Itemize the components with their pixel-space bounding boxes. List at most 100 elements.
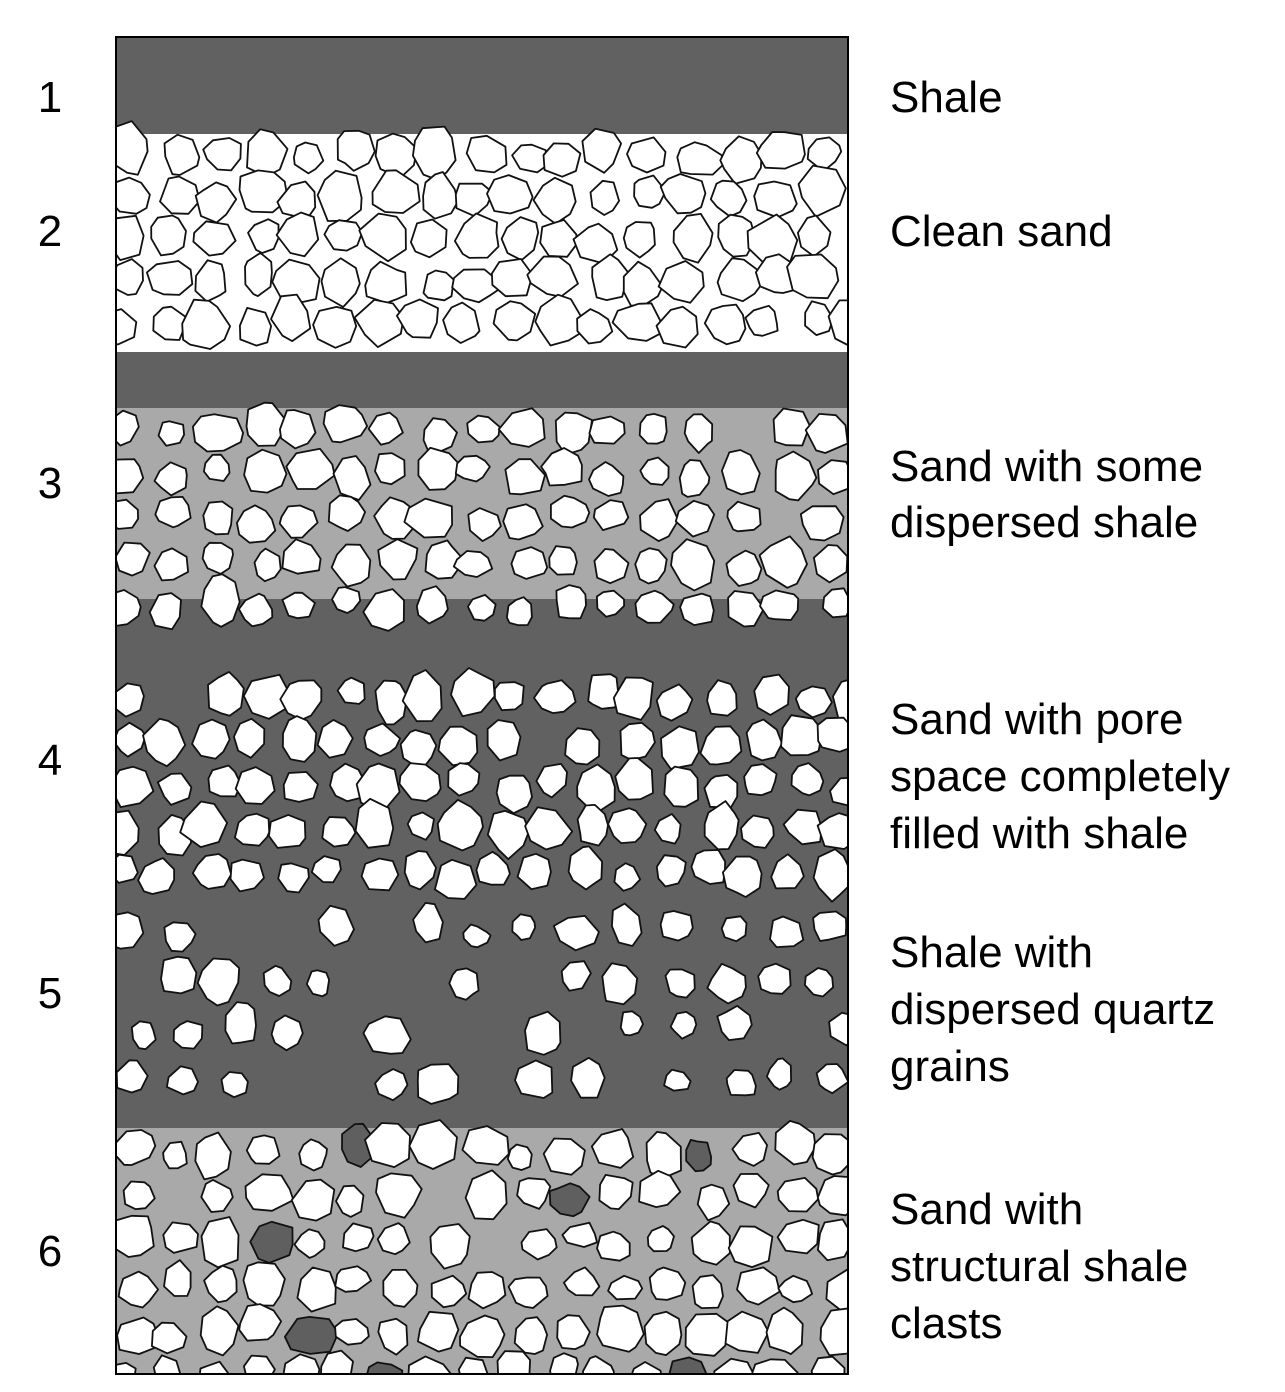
quartz-grain (376, 1222, 411, 1256)
quartz-grain (703, 303, 747, 346)
quartz-grain (663, 765, 699, 808)
quartz-grain (683, 413, 714, 454)
quartz-grain (810, 1355, 846, 1374)
quartz-grain (162, 1140, 188, 1170)
quartz-grain (622, 221, 656, 259)
quartz-grain (203, 1264, 238, 1304)
quartz-grain (817, 1218, 848, 1262)
quartz-grain (116, 120, 149, 176)
quartz-grain (198, 1360, 230, 1374)
quartz-grain (772, 407, 811, 447)
quartz-grain (312, 306, 358, 349)
quartz-grain (154, 496, 192, 529)
quartz-grain (330, 543, 372, 588)
layer-label: Sand with some dispersed shale (890, 442, 1215, 547)
quartz-grain (709, 179, 748, 218)
quartz-grain (596, 1304, 645, 1353)
quartz-grain (502, 503, 544, 541)
shale-clast (249, 1220, 294, 1264)
quartz-grain (639, 498, 680, 542)
quartz-grain (511, 913, 536, 941)
quartz-grain (570, 1057, 606, 1099)
quartz-grain (825, 1268, 848, 1311)
quartz-grain (194, 259, 227, 303)
quartz-grain (290, 1178, 336, 1222)
quartz-grain (244, 1173, 295, 1212)
quartz-grain (678, 459, 711, 498)
quartz-grain (200, 573, 241, 628)
quartz-grain (812, 848, 848, 903)
quartz-grain (643, 1310, 683, 1356)
quartz-grain (130, 1020, 157, 1051)
quartz-grain (746, 213, 799, 265)
quartz-grain (731, 1132, 768, 1167)
quartz-grain (403, 497, 453, 539)
quartz-grain (722, 855, 763, 898)
quartz-grain (116, 458, 145, 495)
quartz-grain (655, 683, 694, 722)
layer-label: Shale with dispersed quartz grains (890, 928, 1228, 1091)
quartz-grain (247, 218, 280, 254)
quartz-grain (150, 214, 187, 257)
quartz-grain (243, 1354, 276, 1374)
quartz-grain (162, 1221, 199, 1254)
quartz-grain (417, 1310, 460, 1353)
quartz-grain (552, 915, 600, 952)
quartz-grain (236, 504, 277, 544)
quartz-grain (769, 915, 805, 948)
quartz-grain (725, 1069, 757, 1097)
quartz-grain (422, 417, 458, 453)
quartz-grain (495, 774, 533, 815)
quartz-grain (619, 1010, 644, 1037)
quartz-grain (224, 1001, 257, 1045)
quartz-grain (160, 955, 198, 995)
quartz-grain (334, 1318, 370, 1346)
quartz-grain (234, 812, 271, 847)
quartz-grain (634, 589, 675, 624)
quartz-grain (430, 1274, 468, 1309)
quartz-grain (285, 447, 336, 490)
quartz-grain (613, 862, 642, 892)
quartz-grain (638, 413, 668, 445)
quartz-grain (156, 772, 193, 806)
quartz-grain (657, 260, 705, 304)
quartz-grain (422, 171, 459, 220)
quartz-grain (496, 1350, 531, 1374)
quartz-grain (163, 133, 201, 176)
layer-number: 5 (38, 969, 62, 1018)
quartz-grain (790, 762, 825, 797)
shale-clast (548, 1182, 591, 1218)
quartz-grain (550, 494, 591, 529)
quartz-grain (753, 673, 790, 716)
quartz-grain (672, 213, 714, 264)
layer-2: 2 Clean sand (38, 207, 1113, 256)
quartz-grain (516, 1177, 552, 1210)
quartz-grain (598, 1174, 634, 1210)
quartz-grain (191, 853, 233, 890)
layer-1: 1 Shale (38, 73, 1003, 122)
quartz-grain (279, 409, 317, 450)
quartz-grain (336, 129, 376, 172)
quartz-grain (316, 719, 354, 759)
quartz-grain (412, 902, 444, 944)
quartz-grain (179, 800, 228, 848)
quartz-grain (281, 591, 316, 620)
quartz-grain (429, 1223, 471, 1270)
quartz-grain (817, 459, 848, 496)
quartz-grain (447, 762, 481, 797)
quartz-grain (699, 725, 743, 766)
quartz-grain (690, 849, 726, 885)
quartz-grain (116, 853, 139, 884)
quartz-grain (310, 855, 342, 884)
quartz-grain (450, 667, 496, 718)
quartz-grain (491, 258, 533, 298)
quartz-grain (486, 719, 522, 762)
quartz-grain (648, 1266, 687, 1301)
quartz-grain (663, 1068, 692, 1092)
quartz-grain (279, 679, 323, 721)
quartz-grain (794, 685, 833, 719)
quartz-grain (679, 592, 715, 626)
layer-number: 4 (38, 736, 62, 785)
quartz-grain (382, 1269, 419, 1308)
quartz-grain (238, 1303, 282, 1342)
